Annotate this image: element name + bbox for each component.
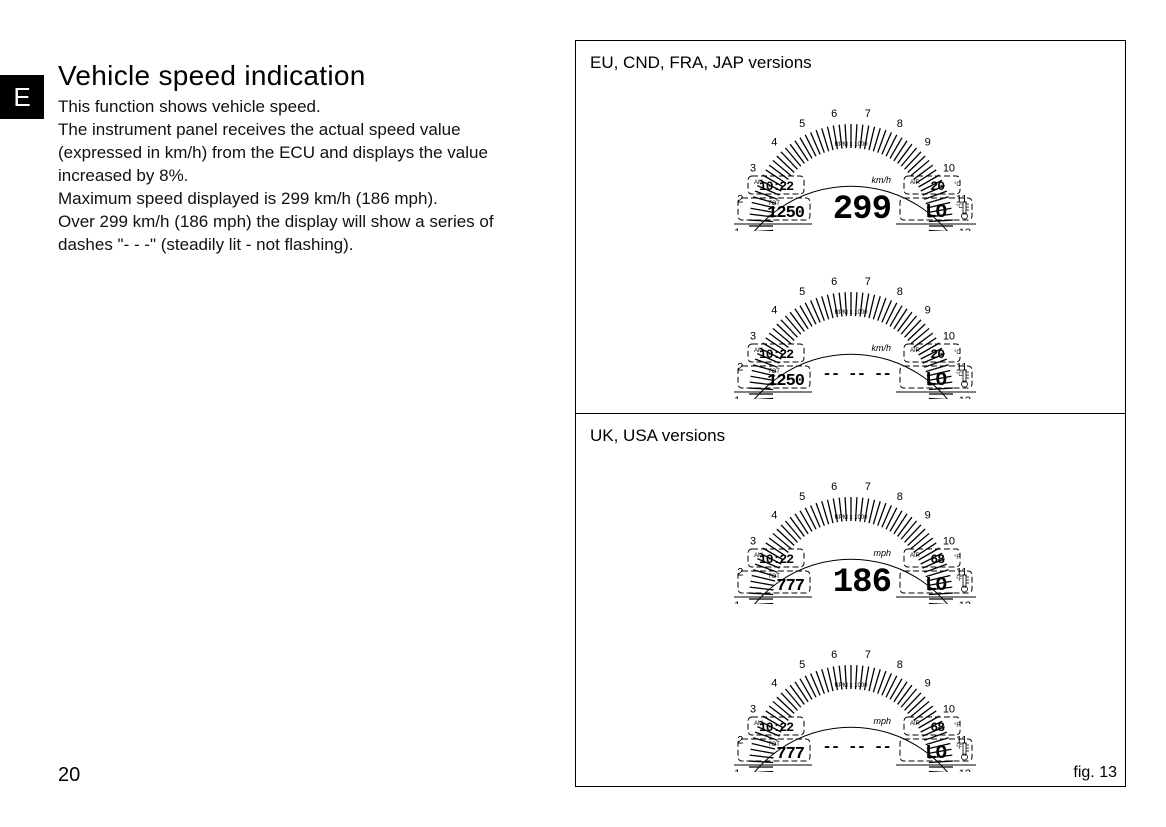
svg-text:6: 6	[831, 276, 837, 288]
text-block: Vehicle speed indication This function s…	[58, 40, 545, 257]
svg-text:°C: °C	[954, 350, 961, 356]
svg-text:6: 6	[831, 481, 837, 493]
svg-text:°C: °C	[956, 204, 963, 210]
svg-text:9: 9	[924, 136, 930, 148]
svg-text:777: 777	[776, 745, 804, 764]
svg-text:3: 3	[749, 162, 755, 174]
svg-text:9: 9	[924, 304, 930, 316]
svg-text:186: 186	[832, 564, 890, 602]
svg-text:8: 8	[896, 118, 902, 130]
svg-text:10: 10	[942, 162, 954, 174]
svg-text:LO: LO	[925, 742, 946, 764]
svg-text:km/h: km/h	[871, 343, 891, 353]
svg-text:LO: LO	[925, 574, 946, 596]
svg-text:6: 6	[831, 108, 837, 120]
svg-text:10: 10	[942, 703, 954, 715]
instrument-gauge: 012345678910111213RPM x 1000AM10:22TOT12…	[686, 254, 1016, 399]
svg-text:RPM x 1000: RPM x 1000	[834, 515, 868, 521]
svg-text:12: 12	[958, 395, 970, 399]
svg-text:7: 7	[864, 276, 870, 288]
svg-text:mph: mph	[873, 716, 891, 726]
body-paragraph: This function shows vehicle speed.The in…	[58, 96, 545, 257]
svg-text:RPM x 1000: RPM x 1000	[834, 310, 868, 316]
svg-text:10:22: 10:22	[758, 179, 793, 194]
svg-text:9: 9	[924, 509, 930, 521]
svg-text:3: 3	[749, 330, 755, 342]
svg-text:5: 5	[799, 659, 805, 671]
svg-text:LO: LO	[925, 369, 946, 391]
svg-text:8: 8	[896, 491, 902, 503]
svg-text:°F: °F	[956, 577, 962, 583]
svg-text:20: 20	[930, 347, 945, 362]
svg-text:1: 1	[734, 227, 740, 231]
page-container: E Vehicle speed indication This function…	[0, 40, 1126, 787]
svg-text:20: 20	[930, 179, 945, 194]
svg-text:12: 12	[958, 600, 970, 604]
svg-text:10:22: 10:22	[758, 347, 793, 362]
figure-panel: EU, CND, FRA, JAP versions 0123456789101…	[575, 40, 1126, 787]
svg-text:1: 1	[734, 768, 740, 772]
gauge-stack: 012345678910111213RPM x 1000AM10:22TOT77…	[590, 452, 1111, 778]
svg-text:4: 4	[771, 136, 777, 148]
svg-text:AIR: AIR	[910, 348, 921, 354]
svg-text:12: 12	[958, 227, 970, 231]
svg-text:299: 299	[832, 191, 890, 229]
svg-text:4: 4	[771, 304, 777, 316]
svg-text:10: 10	[942, 330, 954, 342]
svg-text:5: 5	[799, 286, 805, 298]
svg-text:777: 777	[776, 577, 804, 596]
svg-text:1: 1	[734, 395, 740, 399]
svg-text:7: 7	[864, 481, 870, 493]
svg-text:RPM x 1000: RPM x 1000	[834, 683, 868, 689]
svg-text:°F: °F	[956, 745, 962, 751]
left-column: E Vehicle speed indication This function…	[0, 40, 545, 787]
heading: Vehicle speed indication	[58, 60, 545, 92]
svg-text:7: 7	[864, 108, 870, 120]
svg-text:4: 4	[771, 509, 777, 521]
figure-label: fig. 13	[1073, 764, 1117, 782]
svg-text:°F: °F	[954, 555, 960, 561]
svg-text:10:22: 10:22	[758, 552, 793, 567]
svg-text:1: 1	[734, 600, 740, 604]
svg-text:3: 3	[749, 703, 755, 715]
svg-text:5: 5	[799, 118, 805, 130]
version-label: UK, USA versions	[590, 426, 1111, 446]
instrument-gauge: 012345678910111213RPM x 1000AM10:22TOT12…	[686, 86, 1016, 231]
svg-text:5: 5	[799, 491, 805, 503]
svg-text:AIR: AIR	[910, 721, 921, 727]
svg-text:8: 8	[896, 659, 902, 671]
svg-text:°C: °C	[956, 372, 963, 378]
svg-text:RPM x 1000: RPM x 1000	[834, 142, 868, 148]
svg-text:12: 12	[958, 768, 970, 772]
svg-text:8: 8	[896, 286, 902, 298]
svg-text:68: 68	[930, 552, 945, 567]
version-block-uk: UK, USA versions 012345678910111213RPM x…	[576, 414, 1125, 786]
svg-text:3: 3	[749, 535, 755, 547]
svg-text:AIR: AIR	[910, 180, 921, 186]
page-number: 20	[58, 764, 80, 787]
svg-text:AIR: AIR	[910, 553, 921, 559]
instrument-gauge: 012345678910111213RPM x 1000AM10:22TOT77…	[686, 627, 1016, 772]
section-tab: E	[0, 75, 44, 119]
svg-text:mph: mph	[873, 548, 891, 558]
instrument-gauge: 012345678910111213RPM x 1000AM10:22TOT77…	[686, 459, 1016, 604]
version-block-eu: EU, CND, FRA, JAP versions 0123456789101…	[576, 41, 1125, 414]
svg-text:10:22: 10:22	[758, 720, 793, 735]
svg-text:-- -- --: -- -- --	[822, 365, 891, 383]
svg-text:LO: LO	[925, 201, 946, 223]
svg-text:6: 6	[831, 649, 837, 661]
svg-text:km/h: km/h	[871, 175, 891, 185]
svg-text:4: 4	[771, 677, 777, 689]
svg-text:9: 9	[924, 677, 930, 689]
version-label: EU, CND, FRA, JAP versions	[590, 53, 1111, 73]
svg-text:-- -- --: -- -- --	[822, 738, 891, 756]
svg-text:10: 10	[942, 535, 954, 547]
svg-text:°F: °F	[954, 723, 960, 729]
gauge-stack: 012345678910111213RPM x 1000AM10:22TOT12…	[590, 79, 1111, 405]
svg-text:7: 7	[864, 649, 870, 661]
svg-text:°C: °C	[954, 182, 961, 188]
svg-text:68: 68	[930, 720, 945, 735]
